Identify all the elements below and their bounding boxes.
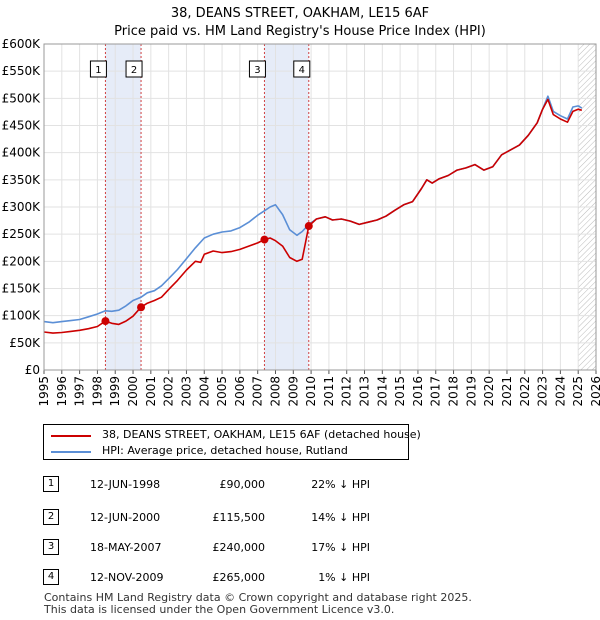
sale-date: 12-NOV-2009 <box>90 571 164 584</box>
sale-price: £240,000 <box>212 541 266 554</box>
sale-number-badge: 3 <box>43 539 59 555</box>
y-tick-label: £50K <box>9 336 41 350</box>
y-tick-label: £0 <box>25 363 40 377</box>
x-tick-label: 2012 <box>340 376 354 407</box>
x-tick-label: 1996 <box>55 376 69 407</box>
x-tick-label: 1997 <box>73 376 87 407</box>
y-tick-label: £550K <box>2 64 42 78</box>
sale-price: £265,000 <box>212 571 266 584</box>
x-tick-label: 1995 <box>37 376 51 407</box>
y-tick-label: £500K <box>2 91 42 105</box>
sale-row: 4 12-NOV-2009 £265,000 1% ↓ HPI <box>0 567 600 591</box>
sale-label-box <box>293 60 311 78</box>
y-tick-label: £250K <box>2 227 42 241</box>
x-tick-label: 1998 <box>90 376 104 407</box>
chart-subtitle: Price paid vs. HM Land Registry's House … <box>114 24 486 39</box>
y-tick-label: £450K <box>2 119 42 133</box>
x-tick-label: 2004 <box>197 376 211 407</box>
x-tick-label: 2000 <box>126 376 140 407</box>
sale-hpi-diff: 17% ↓ HPI <box>311 541 370 554</box>
x-tick-label: 2003 <box>179 376 193 407</box>
y-tick-label: £100K <box>2 309 42 323</box>
x-tick-label: 2023 <box>536 376 550 407</box>
x-tick-label: 2002 <box>162 376 176 407</box>
sale-label-box <box>89 60 107 78</box>
sale-point <box>137 303 146 312</box>
legend-label-property: 38, DEANS STREET, OAKHAM, LE15 6AF (deta… <box>102 428 421 441</box>
chart-title: 38, DEANS STREET, OAKHAM, LE15 6AF <box>170 6 430 21</box>
x-tick-label: 2011 <box>322 376 336 407</box>
sale-price: £90,000 <box>219 478 266 491</box>
sale-number-badge: 1 <box>43 476 59 492</box>
x-tick-label: 2017 <box>429 376 443 407</box>
x-tick-label: 2024 <box>553 376 567 407</box>
sale-row: 2 12-JUN-2000 £115,500 14% ↓ HPI <box>0 507 600 531</box>
legend-swatch-hpi <box>51 451 91 453</box>
x-tick-label: 2010 <box>304 376 318 407</box>
footer-copyright: Contains HM Land Registry data © Crown c… <box>44 591 472 604</box>
sale-row: 3 18-MAY-2007 £240,000 17% ↓ HPI <box>0 537 600 561</box>
y-tick-label: £200K <box>2 254 42 268</box>
y-tick-label: £300K <box>2 200 42 214</box>
y-tick-label: £400K <box>2 146 42 160</box>
x-tick-label: 2019 <box>464 376 478 407</box>
sale-row: 1 12-JUN-1998 £90,000 22% ↓ HPI <box>0 474 600 498</box>
sale-point <box>304 222 313 231</box>
x-tick-label: 2022 <box>518 376 532 407</box>
x-tick-label: 2007 <box>251 376 265 407</box>
sale-date: 18-MAY-2007 <box>90 541 162 554</box>
sale-label: 1 <box>95 65 101 76</box>
sale-number-badge: 4 <box>43 569 59 585</box>
x-tick-label: 2018 <box>447 376 461 407</box>
sale-point <box>260 235 269 244</box>
sale-number-badge: 2 <box>43 509 59 525</box>
x-tick-label: 2013 <box>358 376 372 407</box>
footer-licence: This data is licensed under the Open Gov… <box>44 603 395 616</box>
x-tick-label: 2014 <box>375 376 389 407</box>
x-tick-label: 1999 <box>108 376 122 407</box>
price-chart: £0 £50K £100K £150K £200K £250K £300K £350K £400… <box>2 37 600 407</box>
legend-label-hpi: HPI: Average price, detached house, Rutl… <box>102 444 348 457</box>
x-tick-label: 2020 <box>482 376 496 407</box>
sale-hpi-diff: 1% ↓ HPI <box>318 571 370 584</box>
sale-hpi-diff: 14% ↓ HPI <box>311 511 370 524</box>
x-tick-label: 2008 <box>268 376 282 407</box>
y-tick-label: £150K <box>2 282 42 296</box>
y-tick-label: £600K <box>2 37 42 51</box>
x-tick-label: 2026 <box>589 376 600 407</box>
x-tick-label: 2021 <box>500 376 514 407</box>
y-tick-label: £350K <box>2 173 42 187</box>
x-tick-label: 2005 <box>215 376 229 407</box>
x-tick-label: 2009 <box>286 376 300 407</box>
sale-label: 3 <box>254 65 260 76</box>
sale-label: 4 <box>299 65 305 76</box>
plot-frame <box>43 43 597 371</box>
x-tick-label: 2015 <box>393 376 407 407</box>
sale-hpi-diff: 22% ↓ HPI <box>311 478 370 491</box>
legend: 38, DEANS STREET, OAKHAM, LE15 6AF (deta… <box>43 424 421 460</box>
sale-label: 2 <box>131 65 137 76</box>
x-tick-label: 2016 <box>411 376 425 407</box>
x-tick-label: 2006 <box>233 376 247 407</box>
sale-point <box>101 317 110 326</box>
x-tick-label: 2001 <box>144 376 158 407</box>
sale-label-box <box>125 60 143 78</box>
sale-date: 12-JUN-2000 <box>90 511 161 524</box>
sale-price: £115,500 <box>212 511 266 524</box>
x-tick-label: 2025 <box>571 376 585 407</box>
legend-swatch-property <box>51 435 91 437</box>
sale-label-box <box>248 60 266 78</box>
sale-date: 12-JUN-1998 <box>90 478 161 491</box>
